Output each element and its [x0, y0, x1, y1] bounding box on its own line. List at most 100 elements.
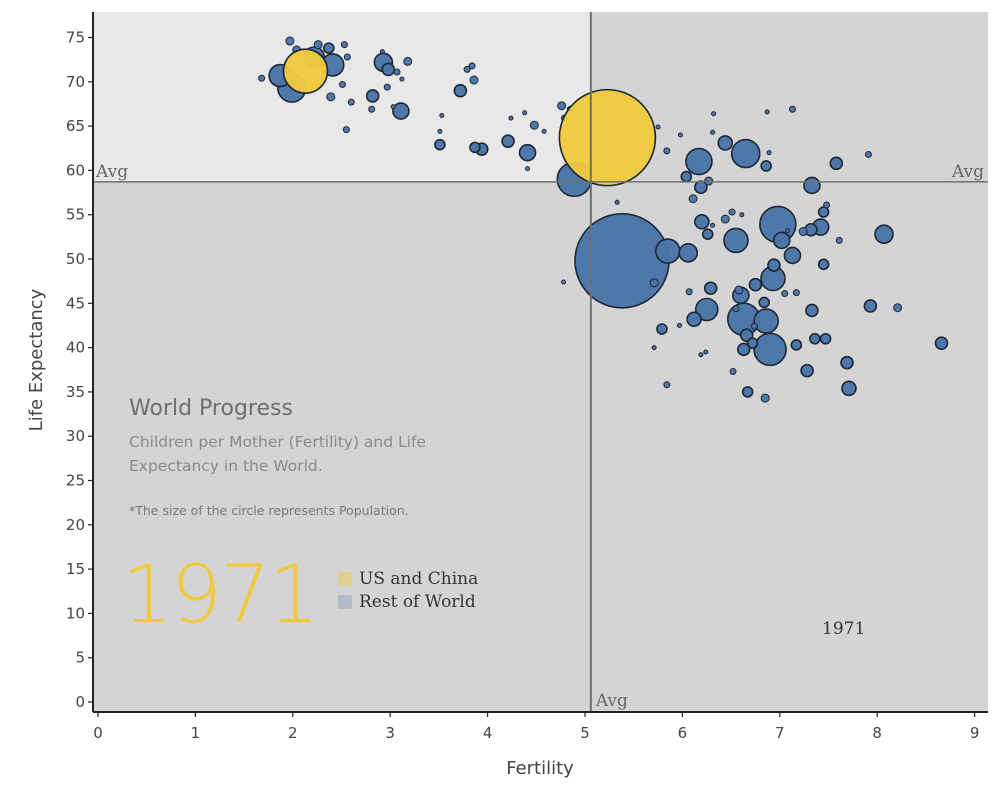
data-bubble[interactable] — [338, 80, 346, 88]
data-bubble[interactable] — [720, 214, 730, 224]
data-bubble[interactable] — [469, 75, 479, 85]
data-bubble[interactable] — [823, 201, 831, 209]
data-bubble[interactable] — [522, 110, 528, 116]
data-bubble[interactable] — [805, 303, 819, 318]
data-bubble[interactable] — [323, 42, 335, 54]
data-bubble[interactable] — [686, 311, 702, 328]
data-bubble[interactable] — [785, 228, 791, 234]
data-bubble[interactable] — [717, 135, 734, 151]
data-bubble[interactable] — [723, 227, 749, 254]
data-bubble[interactable] — [688, 194, 698, 204]
data-bubble[interactable] — [710, 222, 716, 228]
data-bubble[interactable] — [258, 74, 266, 82]
data-bubble[interactable] — [741, 386, 754, 398]
data-bubble[interactable] — [663, 381, 671, 389]
data-bubble[interactable] — [753, 308, 779, 334]
data-bubble[interactable] — [698, 352, 704, 358]
data-bubble[interactable] — [439, 112, 445, 118]
data-bubble[interactable] — [340, 41, 348, 49]
data-bubble[interactable] — [758, 296, 771, 309]
data-bubble[interactable] — [392, 102, 410, 120]
data-bubble[interactable] — [817, 206, 830, 218]
data-bubble[interactable] — [746, 337, 759, 349]
data-bubble[interactable] — [468, 62, 476, 70]
data-bubble[interactable] — [561, 279, 567, 285]
data-bubble[interactable] — [760, 393, 770, 403]
data-bubble[interactable] — [680, 170, 693, 183]
data-bubble[interactable] — [800, 363, 814, 378]
data-bubble[interactable] — [760, 160, 772, 172]
legend-item-us-china[interactable]: US and China — [338, 567, 478, 590]
data-bubble[interactable] — [798, 227, 808, 237]
data-bubble[interactable] — [701, 228, 714, 240]
data-bubble[interactable] — [574, 212, 670, 309]
data-bubble[interactable] — [399, 76, 405, 82]
data-bubble[interactable] — [469, 141, 481, 154]
data-bubble[interactable] — [728, 208, 736, 216]
data-bubble[interactable] — [676, 322, 682, 328]
data-bubble[interactable] — [557, 101, 567, 111]
data-bubble[interactable] — [764, 109, 770, 115]
data-bubble[interactable] — [704, 176, 714, 186]
data-bubble[interactable] — [508, 115, 514, 121]
data-bubble[interactable] — [864, 150, 872, 158]
data-bubble[interactable] — [285, 36, 295, 46]
data-bubble[interactable] — [841, 380, 857, 397]
data-bubble[interactable] — [739, 212, 745, 218]
data-bubble[interactable] — [518, 143, 537, 162]
data-bubble[interactable] — [501, 134, 515, 148]
data-bubble[interactable] — [649, 278, 659, 288]
data-bubble[interactable] — [685, 288, 693, 296]
data-bubble[interactable] — [874, 224, 894, 244]
data-bubble[interactable] — [736, 342, 751, 357]
data-bubble[interactable] — [453, 83, 468, 98]
data-bubble[interactable] — [863, 299, 878, 313]
data-bubble[interactable] — [381, 62, 396, 77]
data-bubble[interactable] — [753, 332, 787, 367]
data-bubble[interactable] — [393, 68, 401, 76]
data-bubble[interactable] — [767, 258, 781, 273]
data-bubble[interactable] — [729, 368, 737, 376]
data-bubble[interactable] — [694, 213, 710, 230]
data-bubble[interactable] — [934, 336, 949, 350]
data-bubble[interactable] — [835, 236, 843, 244]
data-bubble[interactable] — [817, 258, 830, 271]
data-bubble[interactable] — [368, 105, 376, 113]
data-bubble[interactable] — [819, 332, 832, 345]
data-bubble[interactable] — [434, 138, 446, 151]
data-bubble[interactable] — [347, 98, 355, 106]
data-bubble[interactable] — [663, 147, 671, 155]
data-bubble[interactable] — [529, 120, 539, 130]
data-bubble[interactable] — [343, 53, 351, 61]
data-bubble[interactable] — [788, 105, 796, 113]
data-bubble[interactable] — [390, 104, 396, 110]
data-bubble[interactable] — [365, 89, 380, 103]
data-bubble[interactable] — [840, 355, 854, 370]
data-bubble[interactable] — [651, 345, 657, 351]
data-bubble[interactable] — [734, 285, 744, 295]
data-bubble[interactable] — [383, 83, 391, 91]
data-bubble[interactable] — [781, 290, 789, 298]
data-bubble[interactable] — [703, 281, 718, 296]
data-bubble[interactable] — [790, 339, 803, 351]
data-bubble[interactable] — [685, 147, 713, 176]
data-bubble[interactable] — [403, 56, 413, 66]
data-bubble[interactable] — [732, 305, 740, 313]
data-bubble[interactable] — [463, 65, 471, 73]
data-bubble[interactable] — [677, 132, 683, 138]
data-bubble[interactable] — [803, 176, 821, 195]
data-bubble[interactable] — [792, 289, 800, 297]
data-bubble[interactable] — [809, 332, 821, 345]
data-bubble[interactable] — [313, 40, 323, 50]
data-bubble[interactable] — [614, 199, 620, 205]
data-bubble[interactable] — [342, 126, 350, 134]
data-bubble[interactable] — [541, 128, 547, 134]
data-bubble[interactable] — [655, 124, 661, 130]
data-bubble[interactable] — [748, 277, 763, 292]
data-bubble[interactable] — [282, 48, 329, 94]
data-bubble[interactable] — [525, 166, 531, 172]
data-bubble[interactable] — [379, 49, 385, 55]
data-bubble[interactable] — [678, 242, 699, 263]
data-bubble[interactable] — [694, 297, 719, 322]
data-bubble[interactable] — [437, 128, 443, 134]
